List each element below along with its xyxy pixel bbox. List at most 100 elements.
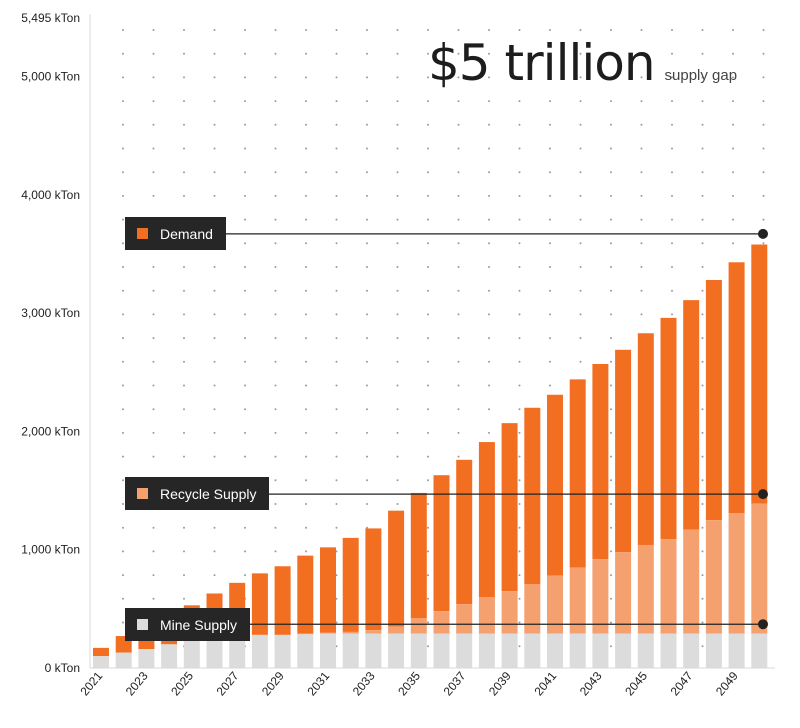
- grid-dot: [762, 218, 765, 221]
- bar-demand: [365, 528, 382, 631]
- grid-dot: [671, 76, 673, 79]
- grid-dot: [701, 455, 704, 458]
- grid-dot: [335, 52, 338, 55]
- grid-dot: [610, 147, 612, 150]
- x-tick-label: 2033: [350, 669, 378, 699]
- x-tick-label: 2043: [577, 669, 605, 699]
- grid-dot: [122, 29, 124, 31]
- grid-dot: [213, 289, 216, 292]
- grid-dot: [335, 313, 338, 316]
- grid-dot: [305, 218, 307, 221]
- bar-recycle-supply: [433, 611, 450, 634]
- grid-dot: [732, 147, 734, 150]
- x-tick-label: 2029: [259, 669, 287, 699]
- grid-dot: [701, 52, 704, 55]
- grid-dot: [549, 289, 551, 292]
- grid-dot: [610, 408, 612, 411]
- grid-dot: [274, 431, 277, 434]
- grid-dot: [640, 52, 643, 55]
- headline-value: $5 trillion: [428, 34, 656, 92]
- grid-dot: [549, 242, 551, 245]
- grid-dot: [579, 242, 582, 245]
- bar-recycle-supply: [637, 544, 654, 634]
- grid-dot: [427, 408, 429, 411]
- grid-dot: [335, 100, 338, 103]
- grid-dot: [366, 76, 368, 79]
- grid-dot: [518, 597, 521, 600]
- grid-dot: [518, 313, 521, 316]
- bar-demand: [683, 300, 700, 530]
- leader-dot: [758, 228, 768, 239]
- x-tick-label: 2031: [304, 669, 332, 699]
- grid-dot: [610, 123, 612, 126]
- grid-dot: [427, 171, 429, 174]
- grid-dot: [701, 171, 704, 174]
- y-tick-label: 5,495 kTon: [21, 11, 80, 25]
- grid-dot: [518, 266, 521, 268]
- grid-dot: [579, 123, 582, 126]
- grid-dot: [457, 266, 460, 268]
- grid-dot: [518, 147, 521, 150]
- grid-dot: [335, 76, 338, 79]
- bar-recycle-supply: [410, 618, 427, 634]
- grid-dot: [427, 289, 429, 292]
- grid-dot: [427, 100, 429, 103]
- grid-dot: [762, 100, 765, 103]
- grid-dot: [488, 431, 490, 434]
- grid-dot: [183, 100, 185, 103]
- grid-dot: [183, 147, 185, 150]
- grid-dot: [152, 123, 155, 126]
- grid-dot: [335, 455, 338, 458]
- grid-dot: [457, 123, 460, 126]
- grid-dot: [427, 147, 429, 150]
- grid-dot: [213, 123, 216, 126]
- grid-dot: [701, 408, 704, 411]
- grid-dot: [488, 52, 490, 55]
- x-tick-label: 2039: [486, 669, 514, 699]
- grid-dot: [366, 289, 368, 292]
- grid-dot: [122, 313, 124, 316]
- grid-dot: [305, 384, 307, 387]
- grid-dot: [518, 29, 521, 31]
- grid-dot: [152, 266, 155, 268]
- bar-mine-supply: [751, 633, 768, 668]
- grid-dot: [549, 360, 551, 363]
- grid-dot: [152, 408, 155, 411]
- grid-dot: [701, 431, 704, 434]
- grid-dot: [732, 52, 734, 55]
- grid-dot: [274, 171, 277, 174]
- bar-recycle-supply: [547, 575, 563, 634]
- grid-dot: [732, 194, 734, 197]
- grid-dot: [579, 52, 582, 55]
- bar-mine-supply: [615, 633, 632, 668]
- grid-dot: [427, 194, 429, 197]
- grid-dot: [183, 52, 185, 55]
- grid-dot: [488, 384, 490, 387]
- grid-dot: [640, 29, 643, 31]
- x-tick-label: 2037: [441, 669, 469, 699]
- grid-dot: [518, 289, 521, 292]
- grid-dot: [762, 194, 765, 197]
- grid-dot: [518, 194, 521, 197]
- bar-recycle-supply: [478, 597, 495, 634]
- grid-dot: [671, 266, 673, 268]
- grid-dot: [244, 360, 246, 363]
- grid-dot: [305, 242, 307, 245]
- grid-dot: [488, 337, 490, 340]
- grid-dot: [457, 360, 460, 363]
- grid-dot: [305, 337, 307, 340]
- grid-dot: [122, 408, 124, 411]
- grid-dot: [152, 550, 155, 553]
- grid-dot: [610, 29, 612, 31]
- bar-demand: [728, 262, 745, 514]
- grid-dot: [122, 526, 124, 529]
- grid-dot: [762, 52, 765, 55]
- grid-dot: [732, 171, 734, 174]
- grid-dot: [457, 313, 460, 316]
- grid-dot: [366, 171, 368, 174]
- grid-dot: [610, 645, 612, 648]
- bar-mine-supply: [274, 634, 291, 668]
- grid-dot: [640, 194, 643, 197]
- bar-mine-supply: [569, 633, 586, 668]
- grid-dot: [396, 218, 399, 221]
